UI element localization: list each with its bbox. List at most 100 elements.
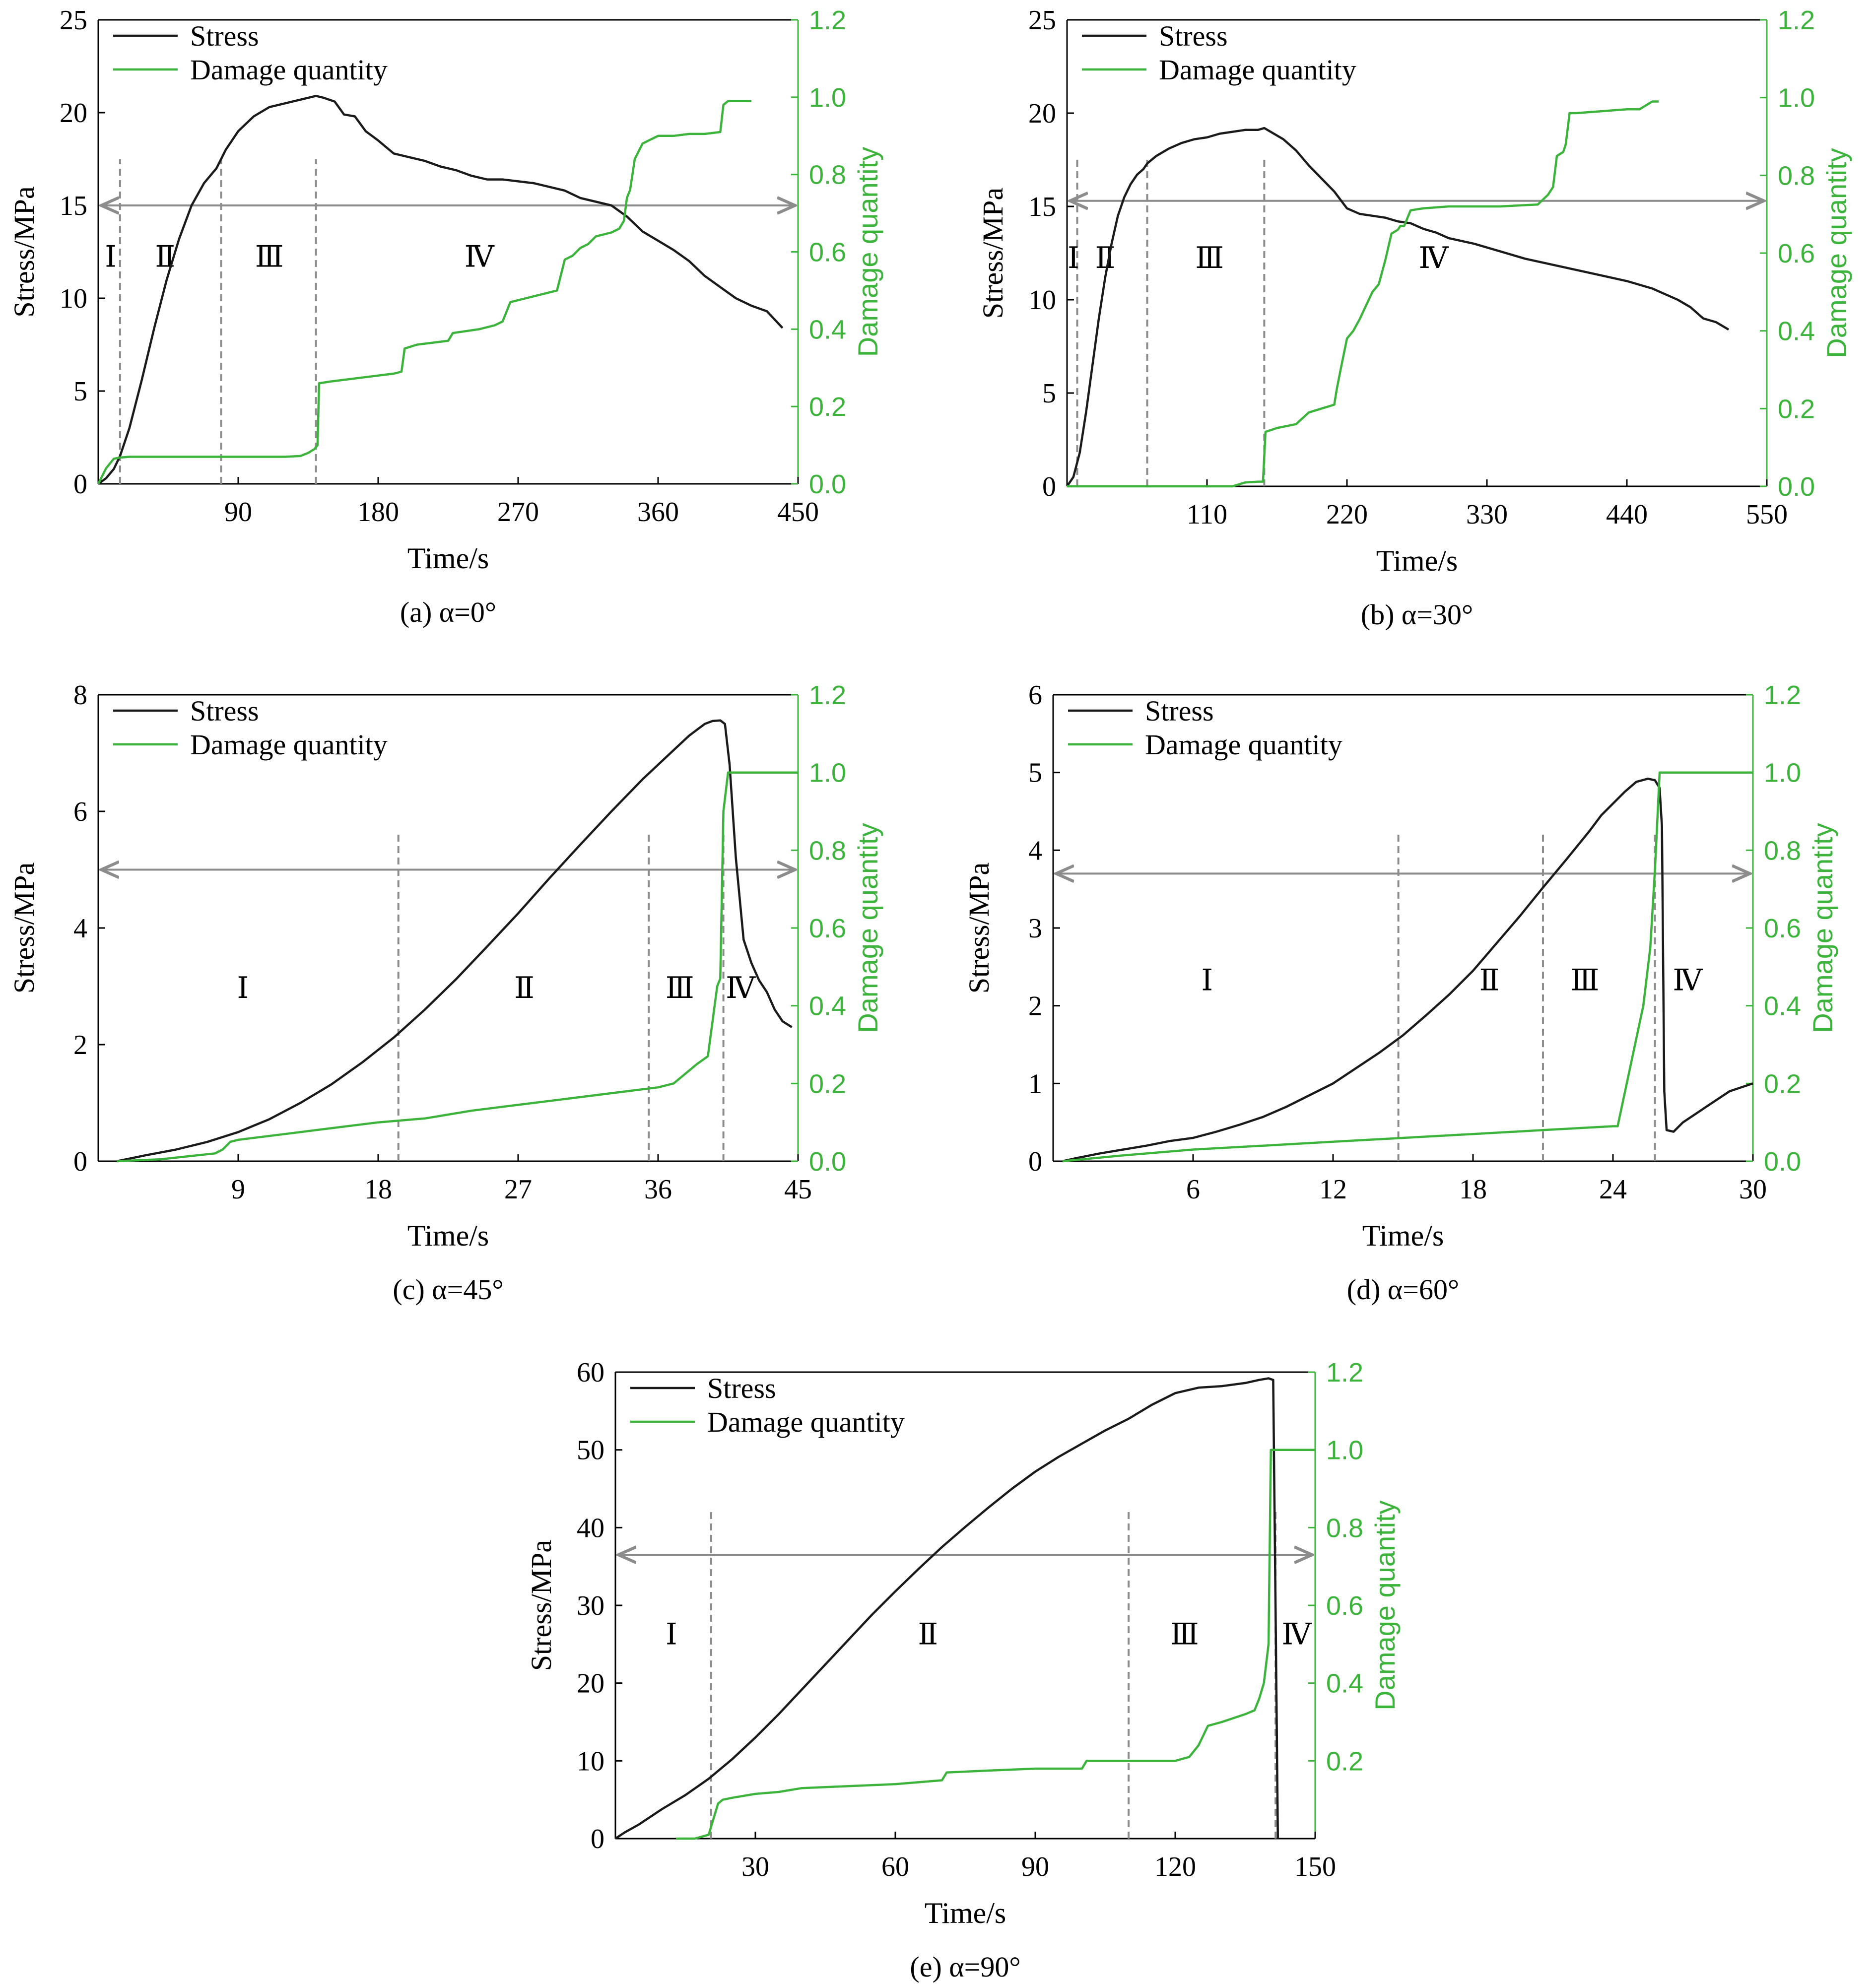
stage-label: Ⅰ xyxy=(1068,242,1079,274)
x-tick-label: 9 xyxy=(231,1174,245,1205)
chart-panel-2: 110 220 330 440 550 0 5 10 15 20 25 0.0 0.2 0.4 0.6 0.8… xyxy=(977,5,1852,631)
y2-tick-label: 0.6 xyxy=(1778,239,1815,268)
y-tick-label: 8 xyxy=(73,680,87,711)
x-tick-label: 12 xyxy=(1319,1174,1347,1205)
panel-caption: (e) α=90° xyxy=(910,1951,1020,1983)
y2-tick-label: 0.2 xyxy=(1764,1069,1801,1099)
x-tick-label: 120 xyxy=(1154,1852,1196,1882)
legend-label-damage: Damage quantity xyxy=(707,1406,905,1438)
legend-label-damage: Damage quantity xyxy=(1159,54,1356,86)
legend-label-damage: Damage quantity xyxy=(1145,728,1342,761)
damage-line xyxy=(676,1449,1315,1840)
y2-tick-label: 1.0 xyxy=(809,758,846,788)
y-axis-label: Stress/MPa xyxy=(525,1540,557,1671)
x-tick-label: 30 xyxy=(1739,1174,1767,1205)
y2-axis-label: Damage quantity xyxy=(1807,823,1838,1033)
y-tick-label: 3 xyxy=(1028,913,1042,944)
x-tick-label: 180 xyxy=(357,497,399,528)
y2-tick-label: 1.0 xyxy=(1778,83,1815,113)
stage-label: Ⅳ xyxy=(1418,242,1449,274)
y-axis-label: Stress/MPa xyxy=(8,862,40,993)
x-tick-label: 60 xyxy=(881,1852,909,1882)
y-tick-label: 4 xyxy=(1028,835,1042,866)
x-tick-label: 6 xyxy=(1186,1174,1200,1205)
stage-label: Ⅱ xyxy=(155,240,175,273)
legend-label-stress: Stress xyxy=(1159,20,1228,52)
y2-tick-label: 0.6 xyxy=(809,914,846,943)
y-tick-label: 6 xyxy=(1028,680,1042,711)
legend-label-stress: Stress xyxy=(190,695,259,727)
y-tick-label: 2 xyxy=(1028,991,1042,1022)
y-tick-label: 15 xyxy=(1028,192,1056,222)
y2-tick-label: 0.6 xyxy=(809,238,846,267)
y-axis-label: Stress/MPa xyxy=(8,186,40,317)
y-tick-label: 10 xyxy=(1028,285,1056,316)
stress-line xyxy=(1062,777,1753,1163)
damage-line xyxy=(1067,100,1659,488)
y2-tick-label: 1.2 xyxy=(1778,5,1815,35)
x-axis-label: Time/s xyxy=(407,1219,489,1252)
stage-label: Ⅳ xyxy=(726,972,756,1004)
x-tick-label: 360 xyxy=(637,497,679,528)
stage-label: Ⅲ xyxy=(666,972,694,1004)
y2-tick-label: 0.0 xyxy=(1778,472,1815,502)
x-tick-label: 45 xyxy=(784,1174,812,1205)
legend-label-stress: Stress xyxy=(707,1372,776,1404)
y2-axis-label: Damage quantity xyxy=(1369,1500,1401,1710)
legend-label-damage: Damage quantity xyxy=(190,54,388,86)
y-tick-label: 2 xyxy=(73,1030,87,1060)
stage-label: Ⅲ xyxy=(1571,964,1600,996)
y2-tick-label: 0.8 xyxy=(1778,161,1815,191)
y-tick-label: 4 xyxy=(73,913,87,944)
stage-label: Ⅲ xyxy=(255,240,284,273)
y-tick-label: 0 xyxy=(1028,1146,1042,1177)
y-tick-label: 5 xyxy=(1028,758,1042,789)
x-tick-label: 330 xyxy=(1466,499,1508,530)
x-axis-label: Time/s xyxy=(407,542,489,575)
stage-label: Ⅳ xyxy=(1281,1618,1312,1651)
x-tick-label: 440 xyxy=(1606,499,1648,530)
y2-tick-label: 0.2 xyxy=(1326,1746,1363,1776)
x-tick-label: 36 xyxy=(644,1174,672,1205)
x-tick-label: 550 xyxy=(1746,499,1788,530)
stage-label: Ⅰ xyxy=(237,972,249,1004)
stage-label: Ⅰ xyxy=(1201,964,1213,996)
panel-caption: (c) α=45° xyxy=(393,1273,503,1306)
x-tick-label: 450 xyxy=(777,497,819,528)
y2-tick-label: 0.8 xyxy=(1326,1513,1363,1543)
y-tick-label: 30 xyxy=(577,1590,604,1621)
x-tick-label: 27 xyxy=(504,1174,532,1205)
y-tick-label: 20 xyxy=(60,98,87,129)
legend-label-damage: Damage quantity xyxy=(190,728,388,761)
y2-tick-label: 0.6 xyxy=(1764,914,1801,943)
y2-tick-label: 0.8 xyxy=(1764,836,1801,865)
y-tick-label: 10 xyxy=(60,283,87,314)
x-tick-label: 24 xyxy=(1599,1174,1627,1205)
y2-tick-label: 0.4 xyxy=(809,315,846,344)
y2-tick-label: 1.0 xyxy=(809,83,846,113)
y-tick-label: 0 xyxy=(73,469,87,500)
damage-line xyxy=(1062,771,1753,1163)
y2-tick-label: 1.0 xyxy=(1326,1436,1363,1465)
y-tick-label: 0 xyxy=(591,1824,604,1854)
y-tick-label: 15 xyxy=(60,191,87,221)
x-tick-label: 220 xyxy=(1326,499,1368,530)
y2-tick-label: 1.2 xyxy=(1326,1358,1363,1388)
stage-label: Ⅰ xyxy=(105,240,117,273)
damage-line xyxy=(97,100,751,485)
x-tick-label: 270 xyxy=(497,497,539,528)
stage-label: Ⅱ xyxy=(1095,242,1116,274)
y2-tick-label: 0.0 xyxy=(809,469,846,499)
y-tick-label: 0 xyxy=(73,1146,87,1177)
y2-axis-label: Damage quantity xyxy=(852,823,883,1033)
y2-tick-label: 1.2 xyxy=(809,680,846,710)
y-tick-label: 25 xyxy=(1028,5,1056,36)
stage-label: Ⅰ xyxy=(666,1618,677,1651)
y2-tick-label: 0.8 xyxy=(809,836,846,865)
x-tick-label: 90 xyxy=(224,497,252,528)
y2-tick-label: 0.2 xyxy=(809,392,846,422)
y-tick-label: 1 xyxy=(1028,1068,1042,1099)
legend-label-stress: Stress xyxy=(1145,695,1214,727)
y2-tick-label: 0.8 xyxy=(809,160,846,190)
